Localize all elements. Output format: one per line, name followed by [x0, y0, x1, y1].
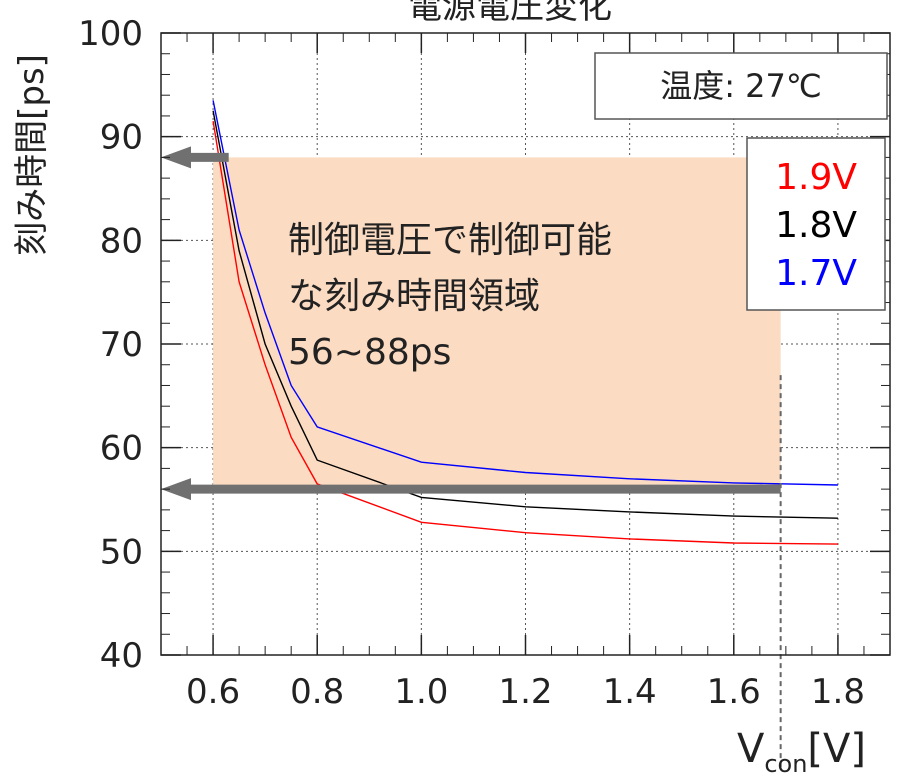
series-line-1.9v: [212, 120, 838, 545]
series-line-1.7v: [212, 100, 838, 486]
y-tick-label: 80: [100, 221, 143, 261]
y-tick-label: 90: [100, 118, 143, 158]
legend-entry-1.8v: 1.8V: [775, 205, 857, 246]
x-axis-label-main: V: [737, 726, 765, 772]
legend: 1.9V 1.8V 1.7V: [746, 137, 886, 311]
y-axis-label: 刻み時間[ps]: [12, 54, 52, 256]
arrow-head-2: [161, 478, 191, 501]
region-text-line-3: 56~88ps: [288, 332, 451, 373]
axis-ticks: 40 50 60 70 80 90 100 0.6 0.8 1.0 1.2 1.4 1.6 1.8: [78, 14, 890, 712]
y-tick-label: 100: [78, 14, 143, 54]
region-text-line-1: 制御電圧で制御可能: [288, 220, 612, 261]
series-lines: [212, 100, 838, 545]
region-annotation: 制御電圧で制御可能 な刻み時間領域 56~88ps: [288, 220, 612, 373]
temperature-label: 温度: 27℃: [660, 67, 822, 105]
x-tick-label: 1.4: [603, 672, 657, 712]
x-tick-label: 1.8: [811, 672, 865, 712]
range-arrows: [161, 146, 781, 501]
temperature-box-frame: [594, 52, 888, 120]
x-tick-label: 1.0: [394, 672, 448, 712]
y-tick-label: 40: [100, 636, 143, 676]
legend-frame: [746, 137, 886, 311]
legend-entry-1.9v: 1.9V: [775, 157, 857, 198]
y-tick-label: 70: [100, 325, 143, 365]
x-axis-label-unit: [V]: [807, 726, 866, 772]
series-line-1.8v: [212, 110, 838, 519]
x-tick-label: 1.6: [707, 672, 761, 712]
x-tick-label: 1.2: [498, 672, 552, 712]
x-tick-label: 0.8: [290, 672, 344, 712]
controllable-region: [213, 157, 781, 490]
y-tick-label: 60: [100, 429, 143, 469]
temperature-box: 温度: 27℃: [594, 52, 888, 120]
chart-title: 電源電圧変化: [408, 0, 612, 27]
region-text-line-2: な刻み時間領域: [288, 276, 540, 317]
y-tick-label: 50: [100, 532, 143, 572]
x-axis-label-sub: con: [764, 750, 807, 777]
x-tick-label: 0.6: [186, 672, 240, 712]
x-axis-label: Vcon[V]: [737, 726, 866, 777]
arrow-head-1: [161, 146, 191, 169]
legend-entry-1.7v: 1.7V: [775, 253, 857, 294]
